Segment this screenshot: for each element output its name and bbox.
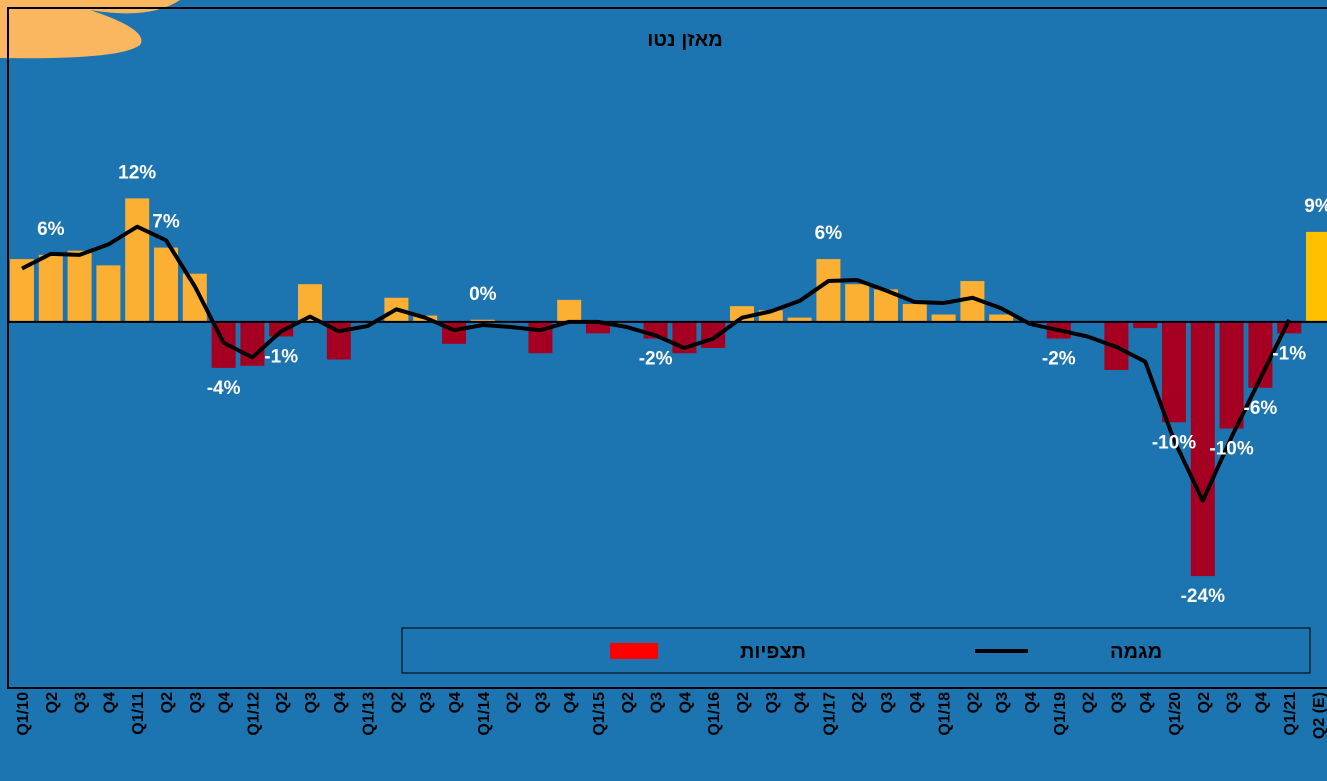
x-tick-label: Q2: [735, 692, 752, 713]
x-tick-label: Q1/17: [821, 692, 838, 736]
x-tick-label: Q2: [44, 692, 61, 713]
x-tick-label: Q4: [793, 692, 810, 713]
data-label: -10%: [1209, 439, 1253, 460]
x-tick-label: Q1/16: [706, 692, 723, 736]
x-tick-label: Q2: [620, 692, 637, 713]
bar: [154, 248, 178, 322]
bar: [68, 251, 92, 322]
x-tick-label: Q4: [217, 692, 234, 713]
x-tick-label: Q1/21: [1282, 692, 1299, 736]
x-tick-label: Q1/19: [1052, 692, 1069, 736]
chart-title: מאזן נטו: [647, 29, 722, 51]
data-label: -2%: [1042, 349, 1076, 370]
x-tick-label: Q3: [418, 692, 435, 713]
bar: [1306, 232, 1327, 322]
x-tick-label: Q4: [908, 692, 925, 713]
x-tick-label: Q4: [101, 692, 118, 713]
x-tick-label: Q1/14: [476, 692, 493, 736]
bar: [989, 315, 1013, 322]
x-tick-label: Q2: [274, 692, 291, 713]
data-label: -1%: [264, 346, 298, 367]
data-label: 9%: [1304, 196, 1327, 217]
data-label: 6%: [37, 219, 65, 240]
data-label: -10%: [1152, 432, 1196, 453]
x-tick-label: Q3: [188, 692, 205, 713]
data-label: -4%: [207, 378, 241, 399]
x-tick-label: Q2: [159, 692, 176, 713]
x-tick-label: Q1/10: [15, 692, 32, 736]
x-tick-label: Q2 (E): [1311, 692, 1327, 739]
x-tick-label: Q3: [1109, 692, 1126, 713]
x-tick-label: Q4: [677, 692, 694, 713]
bar: [1162, 322, 1186, 422]
bar: [96, 265, 120, 321]
bar: [932, 315, 956, 322]
data-label: -1%: [1272, 343, 1306, 364]
x-tick-label: Q2: [1081, 692, 1098, 713]
bar: [845, 284, 869, 322]
x-tick-label: Q1/15: [591, 692, 608, 736]
x-tick-label: Q3: [73, 692, 90, 713]
bar: [125, 198, 149, 321]
bar: [39, 255, 63, 322]
legend-swatch: [610, 643, 658, 659]
x-tick-label: Q2: [389, 692, 406, 713]
bar: [557, 300, 581, 322]
x-tick-label: Q1/11: [130, 692, 147, 735]
background: [0, 0, 1327, 781]
bar: [816, 259, 840, 322]
data-label: -2%: [639, 349, 673, 370]
bar: [903, 304, 927, 322]
x-tick-label: Q4: [1023, 692, 1040, 713]
x-tick-label: Q4: [332, 692, 349, 713]
x-tick-label: Q4: [447, 692, 464, 713]
data-label: -24%: [1181, 586, 1225, 607]
data-label: 0%: [469, 284, 497, 305]
data-label: 12%: [118, 162, 156, 183]
x-tick-label: Q3: [764, 692, 781, 713]
legend-label: מגמה: [1110, 641, 1162, 663]
x-tick-label: Q1/20: [1167, 692, 1184, 736]
x-tick-label: Q2: [1196, 692, 1213, 713]
x-tick-label: Q3: [303, 692, 320, 713]
x-tick-label: Q4: [562, 692, 579, 713]
legend-label: תצפיות: [740, 641, 806, 663]
x-tick-label: Q3: [879, 692, 896, 713]
x-tick-label: Q3: [994, 692, 1011, 713]
chart: מאזן נטו Q1/10 Q2 Q3 Q4 Q1/11 Q2 Q3 Q4 Q1/12 Q2 Q3…: [0, 0, 1327, 781]
x-tick-label: Q4: [1253, 692, 1270, 713]
x-tick-label: Q3: [1225, 692, 1242, 713]
data-label: 6%: [815, 223, 843, 244]
x-tick-label: Q3: [533, 692, 550, 713]
x-tick-label: Q4: [1138, 692, 1155, 713]
x-tick-label: Q3: [649, 692, 666, 713]
x-tick-label: Q1/12: [245, 692, 262, 736]
bar: [1220, 322, 1244, 429]
x-tick-label: Q1/13: [361, 692, 378, 736]
x-tick-label: Q2: [965, 692, 982, 713]
bar: [183, 274, 207, 322]
x-tick-label: Q2: [850, 692, 867, 713]
x-tick-label: Q2: [505, 692, 522, 713]
x-tick-label: Q1/18: [937, 692, 954, 736]
data-label: 7%: [152, 212, 180, 233]
data-label: -6%: [1244, 398, 1278, 419]
